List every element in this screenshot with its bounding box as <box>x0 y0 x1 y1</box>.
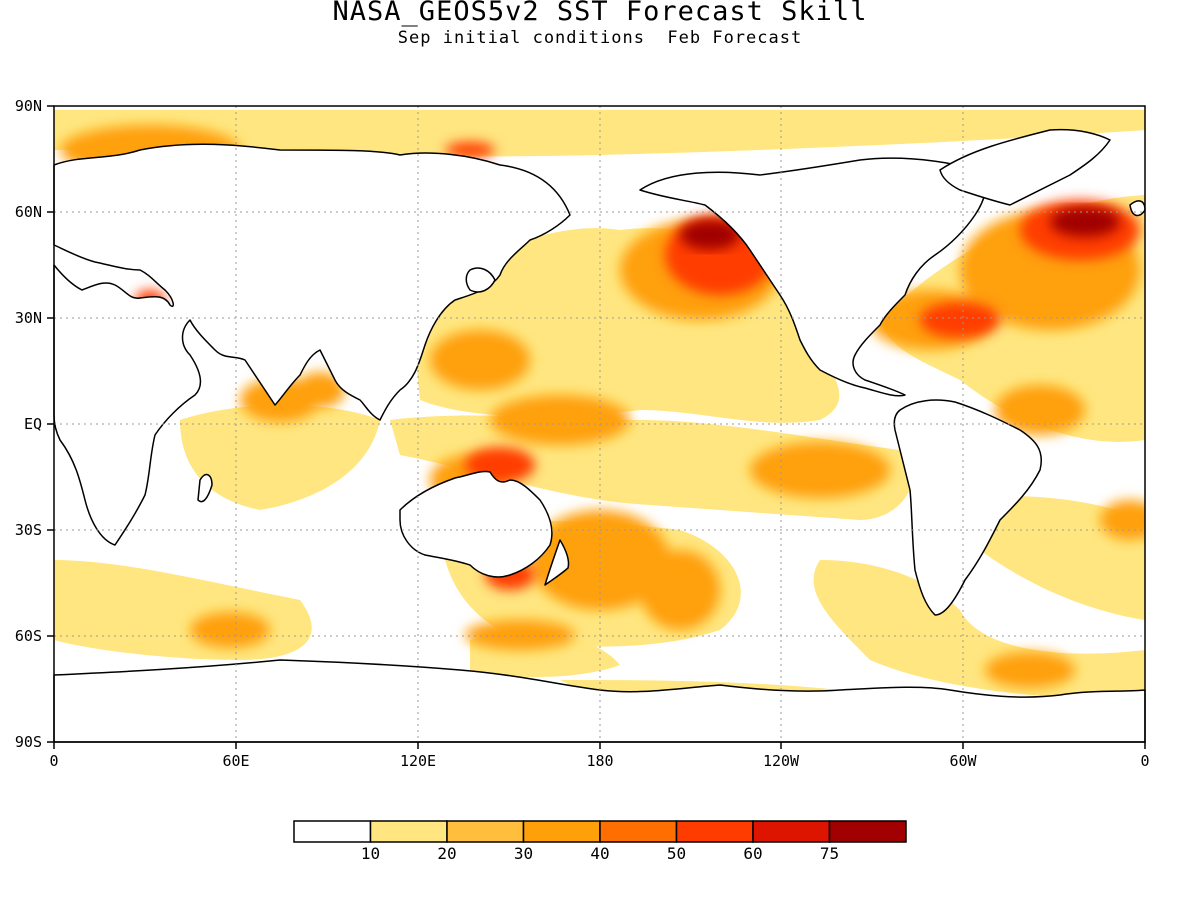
colorbar-swatch-4 <box>599 820 678 843</box>
uk <box>1129 200 1146 217</box>
lon-label-60w: 60W <box>949 752 977 770</box>
graticule <box>54 106 1145 742</box>
lon-label-120e: 120E <box>400 752 436 770</box>
colorbar-swatch-1 <box>369 820 448 843</box>
colorbar: 10 20 30 40 50 60 75 <box>293 820 907 863</box>
south-america <box>893 399 1042 616</box>
colorbar-label-30: 30 <box>514 844 533 863</box>
colorbar-label-75: 75 <box>820 844 839 863</box>
lat-label-60s: 60S <box>15 627 42 645</box>
chart-title: NASA_GEOS5v2 SST Forecast Skill <box>332 0 868 27</box>
colorbar-swatch-0 <box>293 820 372 843</box>
lat-label-90n: 90N <box>15 97 42 115</box>
madagascar <box>197 473 213 503</box>
colorbar-label-40: 40 <box>590 844 609 863</box>
colorbar-swatch-6 <box>752 820 831 843</box>
north-america <box>639 157 987 397</box>
colorbar-label-60: 60 <box>743 844 762 863</box>
lat-label-60n: 60N <box>15 203 42 221</box>
australia <box>399 470 553 578</box>
lon-label-120w: 120W <box>763 752 800 770</box>
colorbar-swatch-5 <box>675 820 754 843</box>
lon-label-0: 0 <box>49 752 58 770</box>
axis-ticks <box>47 105 1146 749</box>
lat-label-30s: 30S <box>15 521 42 539</box>
colorbar-swatch-2 <box>446 820 525 843</box>
lat-label-30n: 30N <box>15 309 42 327</box>
skill-field <box>54 110 1145 703</box>
japan <box>465 267 496 293</box>
colorbar-label-50: 50 <box>667 844 686 863</box>
lon-label-60e: 60E <box>222 752 249 770</box>
greenland <box>939 128 1111 206</box>
colorbar-label-10: 10 <box>361 844 380 863</box>
lon-label-180: 180 <box>586 752 613 770</box>
colorbar-swatch-7 <box>828 820 907 843</box>
africa-europe-asia <box>53 143 571 546</box>
lat-label-90s: 90S <box>15 733 42 751</box>
chart-subtitle: Sep initial conditions Feb Forecast <box>397 28 803 48</box>
lon-label-0-east: 0 <box>1140 752 1149 770</box>
colorbar-label-20: 20 <box>437 844 456 863</box>
colorbar-swatch-3 <box>522 820 601 843</box>
skill-level-75-plus <box>680 207 1120 250</box>
new-zealand <box>544 539 570 586</box>
lat-label-eq: EQ <box>24 415 42 433</box>
